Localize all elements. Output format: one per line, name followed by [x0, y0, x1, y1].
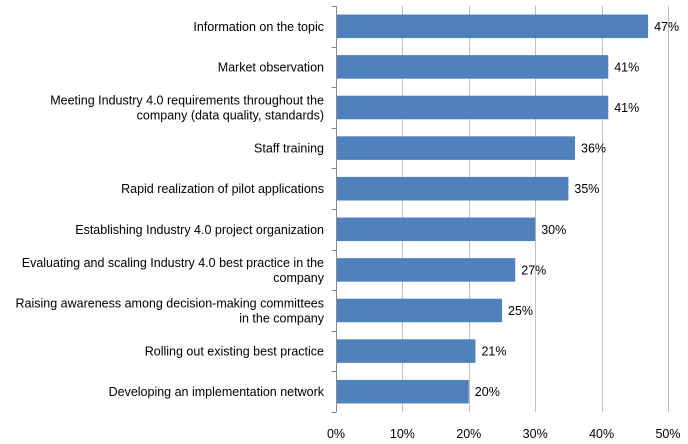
category-label-line: Market observation: [218, 60, 324, 74]
value-label: 41%: [614, 60, 639, 74]
category-label-line: Developing an implementation network: [109, 385, 325, 399]
value-label: 21%: [481, 345, 506, 359]
bars: [337, 14, 649, 404]
category-label-line: Raising awareness among decision-making …: [16, 297, 324, 311]
bar: [337, 176, 569, 201]
category-label: Developing an implementation network: [109, 385, 325, 399]
x-tick-label: 0%: [327, 427, 345, 441]
bar: [337, 217, 536, 242]
category-label: Rapid realization of pilot applications: [121, 182, 324, 196]
category-label: Meeting Industry 4.0 requirements throug…: [50, 94, 324, 123]
value-label: 41%: [614, 101, 639, 115]
x-axis-ticks: 0% 10% 20% 30% 40% 50%: [327, 427, 681, 441]
category-label-line: Staff training: [254, 142, 324, 156]
value-label: 36%: [581, 142, 606, 156]
value-label: 35%: [574, 182, 599, 196]
category-label: Establishing Industry 4.0 project organi…: [75, 223, 324, 237]
category-label: Market observation: [218, 60, 324, 74]
category-label: Evaluating and scaling Industry 4.0 best…: [22, 256, 325, 285]
category-label: Staff training: [254, 142, 324, 156]
category-label-line: Meeting Industry 4.0 requirements throug…: [50, 94, 324, 108]
value-label: 25%: [508, 304, 533, 318]
x-tick-label: 40%: [589, 427, 614, 441]
value-labels: 47% 41% 41% 36% 35% 30% 27% 25% 21% 20%: [475, 20, 679, 399]
x-tick-label: 10%: [390, 427, 415, 441]
bar: [337, 14, 649, 39]
category-label-line: Rapid realization of pilot applications: [121, 182, 324, 196]
category-label: Information on the topic: [193, 20, 324, 34]
category-label-line: Evaluating and scaling Industry 4.0 best…: [22, 256, 324, 270]
category-label-line: Rolling out existing best practice: [145, 345, 324, 359]
value-label: 30%: [541, 223, 566, 237]
value-label: 27%: [521, 263, 546, 277]
bar: [337, 55, 609, 79]
x-tick-label: 30%: [523, 427, 548, 441]
bar: [337, 258, 516, 282]
category-label-line: Information on the topic: [193, 20, 324, 34]
bar: [337, 95, 609, 120]
bar: [337, 136, 576, 160]
category-label-line: company: [273, 271, 324, 285]
x-tick-label: 50%: [655, 427, 680, 441]
category-label-line: Establishing Industry 4.0 project organi…: [75, 223, 324, 237]
category-label-line: company (data quality, standards): [137, 109, 324, 123]
category-labels: Information on the topic Market observati…: [16, 20, 325, 399]
category-label-line: in the company: [239, 312, 325, 326]
value-label: 20%: [475, 385, 500, 399]
bar: [337, 298, 502, 323]
bar: [337, 339, 476, 363]
category-label: Raising awareness among decision-making …: [16, 297, 325, 326]
x-tick-label: 20%: [456, 427, 481, 441]
category-label: Rolling out existing best practice: [145, 345, 324, 359]
value-label: 47%: [654, 20, 679, 34]
bar: [337, 379, 469, 404]
